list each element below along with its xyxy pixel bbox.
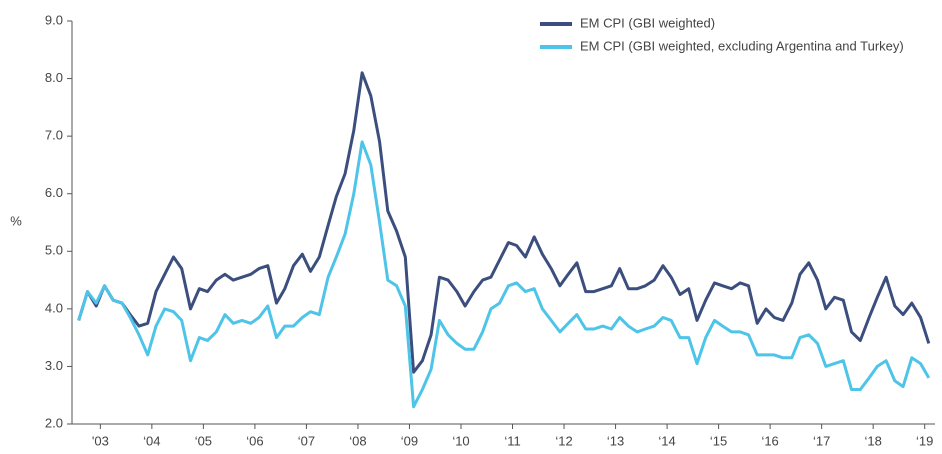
- x-tick-label: ‘05: [195, 433, 212, 448]
- y-tick-label: 5.0: [45, 243, 63, 258]
- y-tick-label: 6.0: [45, 185, 63, 200]
- legend-label: EM CPI (GBI weighted, excluding Argentin…: [580, 38, 904, 53]
- x-tick-label: ‘18: [864, 433, 881, 448]
- legend-label: EM CPI (GBI weighted): [580, 15, 715, 30]
- x-tick-label: ‘16: [761, 433, 778, 448]
- y-tick-label: 3.0: [45, 358, 63, 373]
- x-tick-label: ‘12: [555, 433, 572, 448]
- y-tick-label: 8.0: [45, 70, 63, 85]
- y-axis-label: %: [10, 213, 22, 228]
- y-tick-label: 9.0: [45, 12, 63, 27]
- x-tick-label: ‘14: [658, 433, 675, 448]
- x-tick-label: ‘07: [298, 433, 315, 448]
- x-tick-label: ‘11: [504, 433, 520, 448]
- x-tick-label: ‘19: [916, 433, 933, 448]
- series-line: [77, 71, 931, 374]
- x-tick-label: ‘10: [452, 433, 469, 448]
- x-tick-label: ‘13: [607, 433, 624, 448]
- y-tick-label: 4.0: [45, 300, 63, 315]
- y-tick-label: 2.0: [45, 415, 63, 430]
- x-tick-label: ‘08: [349, 433, 366, 448]
- x-tick-label: ‘15: [710, 433, 727, 448]
- x-tick-label: '03: [92, 433, 109, 448]
- series-line: [77, 140, 931, 409]
- x-tick-label: ‘17: [813, 433, 830, 448]
- x-tick-label: ‘06: [246, 433, 263, 448]
- x-tick-label: ‘09: [401, 433, 418, 448]
- x-tick-label: ‘04: [143, 433, 160, 448]
- y-tick-label: 7.0: [45, 128, 63, 143]
